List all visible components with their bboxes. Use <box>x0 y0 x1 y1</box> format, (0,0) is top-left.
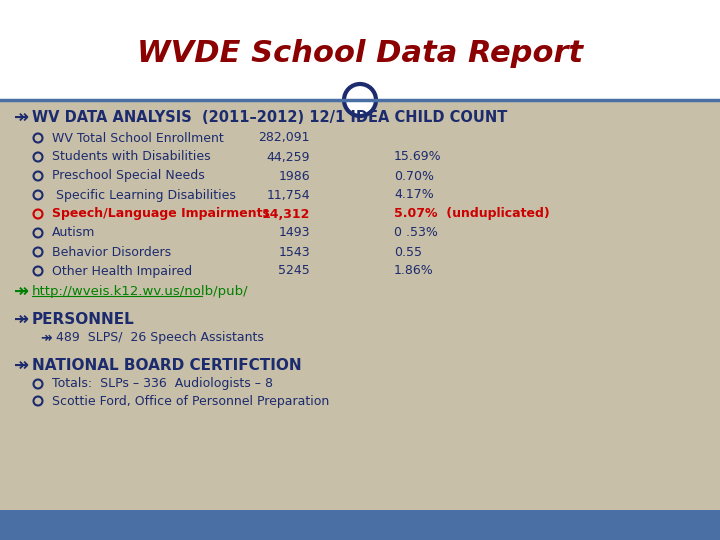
Text: 0.55: 0.55 <box>394 246 422 259</box>
Text: 489  SLPS/  26 Speech Assistants: 489 SLPS/ 26 Speech Assistants <box>56 332 264 345</box>
Text: Autism: Autism <box>52 226 95 240</box>
Text: ↠: ↠ <box>14 283 29 301</box>
Text: Totals:  SLPs – 336  Audiologists – 8: Totals: SLPs – 336 Audiologists – 8 <box>52 377 273 390</box>
Text: WV Total School Enrollment: WV Total School Enrollment <box>52 132 224 145</box>
Text: Behavior Disorders: Behavior Disorders <box>52 246 171 259</box>
Text: WVDE School Data Report: WVDE School Data Report <box>137 38 583 68</box>
Text: 5.07%  (unduplicated): 5.07% (unduplicated) <box>394 207 550 220</box>
Text: 5245: 5245 <box>278 265 310 278</box>
Text: ↠: ↠ <box>40 331 52 345</box>
Circle shape <box>344 84 376 116</box>
Text: NATIONAL BOARD CERTIFCTION: NATIONAL BOARD CERTIFCTION <box>32 359 302 374</box>
FancyBboxPatch shape <box>0 100 720 510</box>
Text: ↠: ↠ <box>14 357 29 375</box>
Text: Specific Learning Disabilities: Specific Learning Disabilities <box>52 188 236 201</box>
Text: http://wveis.k12.wv.us/nolb/pub/: http://wveis.k12.wv.us/nolb/pub/ <box>32 286 248 299</box>
Text: 1986: 1986 <box>279 170 310 183</box>
Text: 0 .53%: 0 .53% <box>394 226 438 240</box>
Text: 282,091: 282,091 <box>258 132 310 145</box>
Text: Scottie Ford, Office of Personnel Preparation: Scottie Ford, Office of Personnel Prepar… <box>52 395 329 408</box>
Text: ↠: ↠ <box>14 109 29 127</box>
FancyBboxPatch shape <box>0 0 720 100</box>
Text: PERSONNEL: PERSONNEL <box>32 313 135 327</box>
Text: Speech/Language Impairments: Speech/Language Impairments <box>52 207 270 220</box>
Text: 14,312: 14,312 <box>261 207 310 220</box>
Text: 1543: 1543 <box>279 246 310 259</box>
Text: Other Health Impaired: Other Health Impaired <box>52 265 192 278</box>
Text: Students with Disabilities: Students with Disabilities <box>52 151 211 164</box>
Text: 44,259: 44,259 <box>266 151 310 164</box>
Text: 15.69%: 15.69% <box>394 151 441 164</box>
Text: ↠: ↠ <box>14 311 29 329</box>
Text: 1493: 1493 <box>279 226 310 240</box>
Text: 4.17%: 4.17% <box>394 188 433 201</box>
Text: Preschool Special Needs: Preschool Special Needs <box>52 170 204 183</box>
Text: 1.86%: 1.86% <box>394 265 433 278</box>
Text: WV DATA ANALYSIS  (2011–2012) 12/1 IDEA CHILD COUNT: WV DATA ANALYSIS (2011–2012) 12/1 IDEA C… <box>32 111 508 125</box>
Text: 0.70%: 0.70% <box>394 170 434 183</box>
FancyBboxPatch shape <box>0 510 720 540</box>
Text: 11,754: 11,754 <box>266 188 310 201</box>
